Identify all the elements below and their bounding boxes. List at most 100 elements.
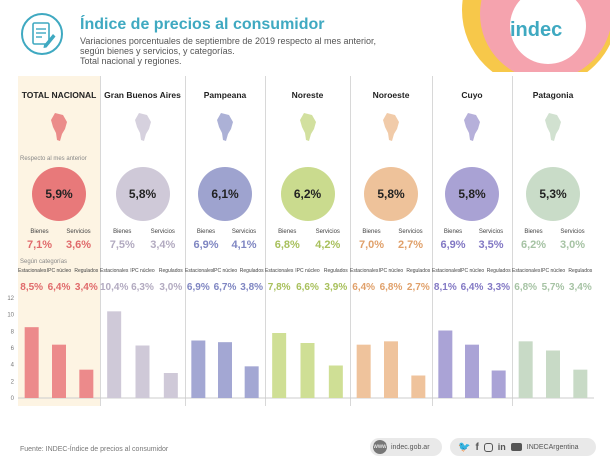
ipc_nucleo-label: IPC núcleo (378, 268, 404, 274)
region-name: Patagonia (532, 90, 574, 100)
instagram-icon[interactable] (483, 442, 493, 452)
bar (546, 350, 560, 398)
website-pill[interactable]: www indec.gob.ar (370, 438, 442, 456)
bienes-value: 7,0% (358, 239, 385, 251)
region-name: Gran Buenos Aires (104, 90, 181, 100)
social-pill: 🐦 f in INDECArgentina (450, 438, 596, 456)
facebook-icon[interactable]: f (475, 441, 479, 453)
bienes-label: Bienes (113, 229, 132, 235)
y-tick-label: 0 (11, 396, 15, 402)
estacionales-label: Estacionales (350, 268, 379, 274)
nucleo-value: 6,7% (213, 282, 237, 293)
region-map-icon (213, 112, 237, 142)
bienes-label: Bienes (524, 229, 543, 235)
nucleo-value: 6,3% (131, 282, 154, 293)
bar (163, 373, 178, 398)
ipc_nucleo-label: IPC núcleo (295, 268, 320, 274)
youtube-icon[interactable] (510, 443, 522, 451)
ipc_nucleo-label: IPC núcleo (130, 268, 155, 274)
estacionales-label: Estacionales (100, 268, 129, 274)
bienes-value: 6,8% (274, 239, 300, 251)
section-label-monthly: Respecto al mes anterior (20, 156, 87, 162)
column-divider (432, 76, 433, 406)
bar (465, 344, 479, 398)
nucleo-value: 6,4% (47, 282, 71, 293)
servicios-value: 3,4% (150, 239, 176, 251)
region-map-icon (379, 112, 403, 142)
bienes-value: 7,5% (109, 239, 135, 251)
region-name: Pampeana (203, 90, 247, 100)
servicios-value: 4,1% (231, 239, 257, 251)
region-name: Noroeste (372, 90, 410, 100)
column-divider (100, 76, 101, 406)
nucleo-value: 6,8% (379, 282, 403, 293)
region-map-icon (296, 112, 320, 142)
regulados-value: 3,4% (74, 282, 98, 293)
nucleo-value: 6,4% (460, 282, 484, 293)
bar (218, 342, 232, 398)
bar (573, 369, 588, 398)
region-total-circle: 5,9% (32, 167, 86, 221)
svg-text:indec: indec (510, 19, 562, 41)
twitter-icon[interactable]: 🐦 (458, 441, 471, 453)
region-total-circle: 6,2% (280, 167, 335, 221)
bar (79, 369, 94, 398)
region-total-circle: 6,1% (198, 167, 252, 221)
region-map-icon (47, 112, 71, 142)
regulados-value: 3,8% (240, 282, 264, 293)
y-tick-label: 4 (11, 363, 15, 369)
bienes-label: Bienes (196, 229, 216, 235)
regulados-label: Regulados (406, 268, 431, 274)
column-divider (265, 76, 266, 406)
regulados-value: 3,0% (159, 282, 183, 293)
region-total-circle: 5,8% (364, 167, 418, 221)
bar (300, 343, 315, 398)
bar (107, 311, 122, 398)
regulados-label: Regulados (74, 268, 99, 274)
ipc_nucleo-label: IPC núcleo (46, 268, 72, 274)
servicios-label: Servicios (231, 229, 257, 235)
nucleo-value: 5,7% (541, 282, 565, 293)
estacionales-value: 8,1% (433, 282, 457, 293)
region-total-circle: 5,8% (445, 167, 499, 221)
region-total-circle: 5,8% (115, 167, 170, 221)
region-name: Noreste (291, 90, 324, 100)
column-divider (512, 76, 513, 406)
estacionales-value: 7,8% (267, 282, 291, 293)
bar (244, 366, 259, 398)
region-map-icon (131, 112, 155, 142)
estacionales-label: Estacionales (432, 268, 461, 274)
servicios-label: Servicios (560, 229, 585, 235)
column-divider (350, 76, 351, 406)
source-note: Fuente: INDEC-Índice de precios al consu… (20, 446, 169, 453)
y-tick-label: 8 (11, 329, 15, 335)
regulados-value: 2,7% (406, 282, 430, 293)
servicios-value: 4,2% (315, 239, 341, 251)
ipc_nucleo-label: IPC núcleo (212, 268, 238, 274)
regulados-value: 3,3% (487, 282, 511, 293)
region-name: TOTAL NACIONAL (21, 90, 97, 100)
category-bar-chart: 0 2 4 6 8 10 12 (7, 296, 594, 402)
linkedin-icon[interactable]: in (497, 442, 506, 452)
region-name: Cuyo (461, 90, 483, 100)
regulados-label: Regulados (486, 268, 511, 274)
bar (518, 341, 533, 398)
estacionales-value: 10,4% (100, 282, 129, 293)
document-edit-icon (21, 13, 63, 55)
nucleo-value: 6,6% (296, 282, 319, 293)
region-map-icon (541, 112, 565, 142)
estacionales-label: Estacionales (265, 268, 294, 274)
servicios-value: 3,5% (478, 239, 504, 251)
regulados-label: Regulados (568, 268, 593, 274)
regulados-label: Regulados (323, 268, 348, 274)
bar (24, 327, 39, 398)
bar (384, 341, 398, 398)
region-total-circle: 5,3% (526, 167, 580, 221)
ipc_nucleo-label: IPC núcleo (540, 268, 566, 274)
bienes-value: 6,2% (520, 239, 547, 251)
social-handle: INDECArgentina (526, 443, 579, 451)
bienes-label: Bienes (443, 229, 463, 235)
estacionales-label: Estacionales (18, 268, 47, 274)
y-tick-label: 2 (11, 379, 15, 385)
estacionales-value: 6,9% (186, 282, 210, 293)
